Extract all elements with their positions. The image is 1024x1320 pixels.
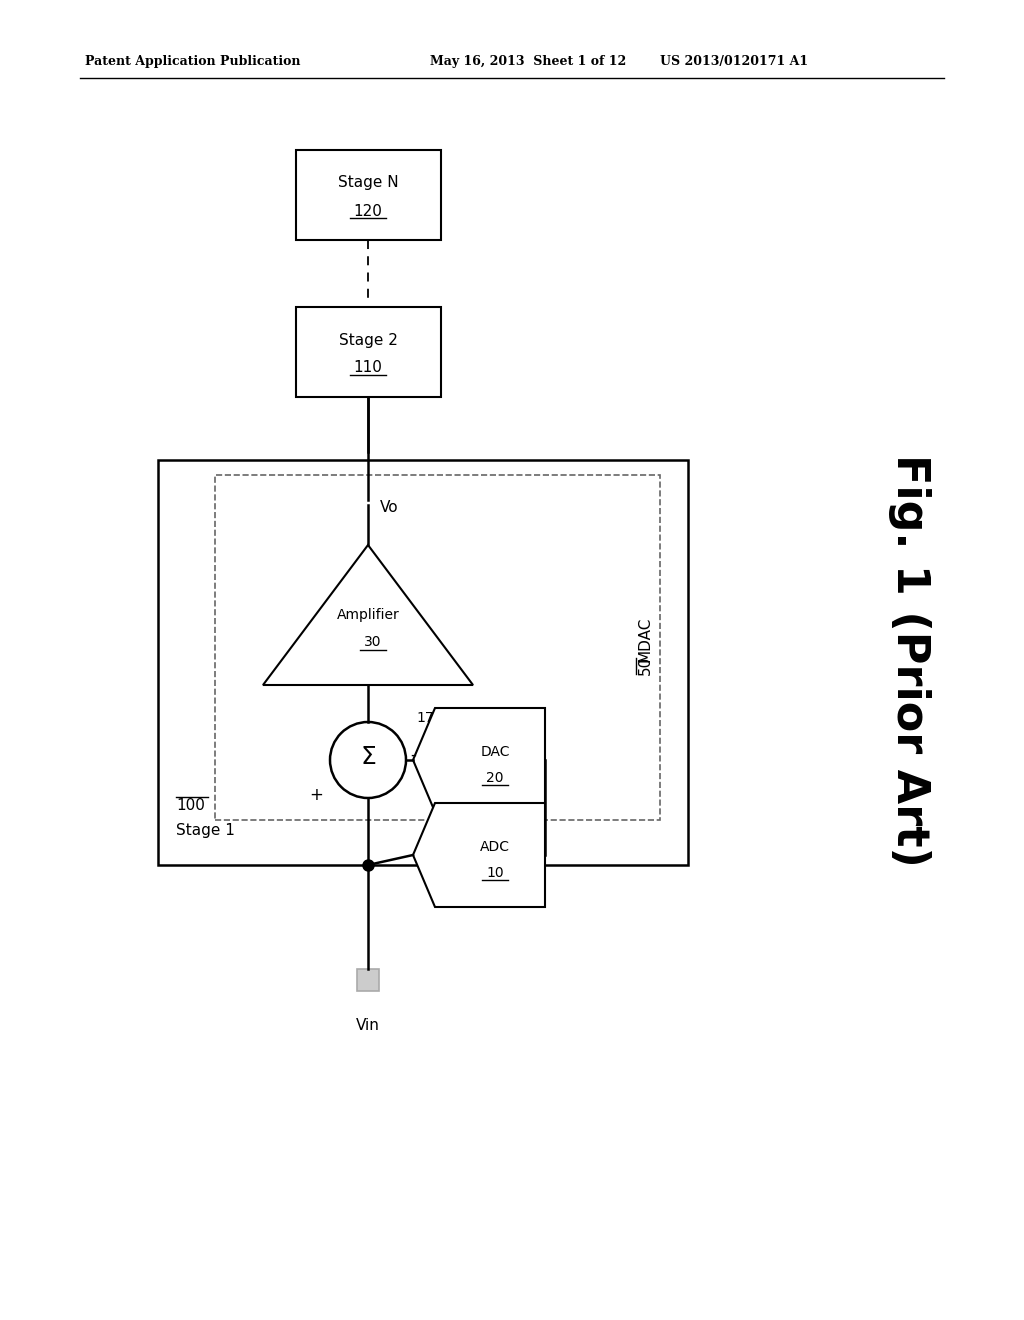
Text: +: +	[309, 785, 323, 804]
Text: Stage 2: Stage 2	[339, 333, 397, 347]
Text: 20: 20	[486, 771, 504, 785]
Text: Vo: Vo	[380, 500, 398, 516]
Polygon shape	[413, 708, 545, 812]
Circle shape	[330, 722, 406, 799]
Text: Σ: Σ	[360, 744, 376, 770]
FancyBboxPatch shape	[296, 150, 440, 240]
Polygon shape	[413, 803, 545, 907]
Text: 17: 17	[416, 711, 433, 725]
Text: Patent Application Publication: Patent Application Publication	[85, 55, 300, 69]
Text: Stage N: Stage N	[338, 176, 398, 190]
FancyBboxPatch shape	[215, 475, 660, 820]
Text: -: -	[410, 746, 416, 764]
Text: 30: 30	[365, 635, 382, 649]
Text: ADC: ADC	[480, 840, 510, 854]
Text: 120: 120	[353, 203, 382, 219]
Text: Stage 1: Stage 1	[176, 822, 234, 837]
Text: Vin: Vin	[356, 1018, 380, 1032]
Text: US 2013/0120171 A1: US 2013/0120171 A1	[660, 55, 808, 69]
Text: Amplifier: Amplifier	[337, 609, 399, 622]
Text: 10: 10	[486, 866, 504, 880]
FancyBboxPatch shape	[357, 969, 379, 991]
Polygon shape	[263, 545, 473, 685]
Text: DAC: DAC	[480, 744, 510, 759]
FancyBboxPatch shape	[158, 459, 688, 865]
Text: 110: 110	[353, 360, 382, 375]
FancyBboxPatch shape	[296, 308, 440, 397]
Text: 50: 50	[638, 656, 652, 675]
Text: MDAC: MDAC	[638, 616, 652, 663]
Text: Fig. 1 (Prior Art): Fig. 1 (Prior Art)	[889, 454, 932, 866]
Text: 100: 100	[176, 797, 205, 813]
Text: May 16, 2013  Sheet 1 of 12: May 16, 2013 Sheet 1 of 12	[430, 55, 627, 69]
